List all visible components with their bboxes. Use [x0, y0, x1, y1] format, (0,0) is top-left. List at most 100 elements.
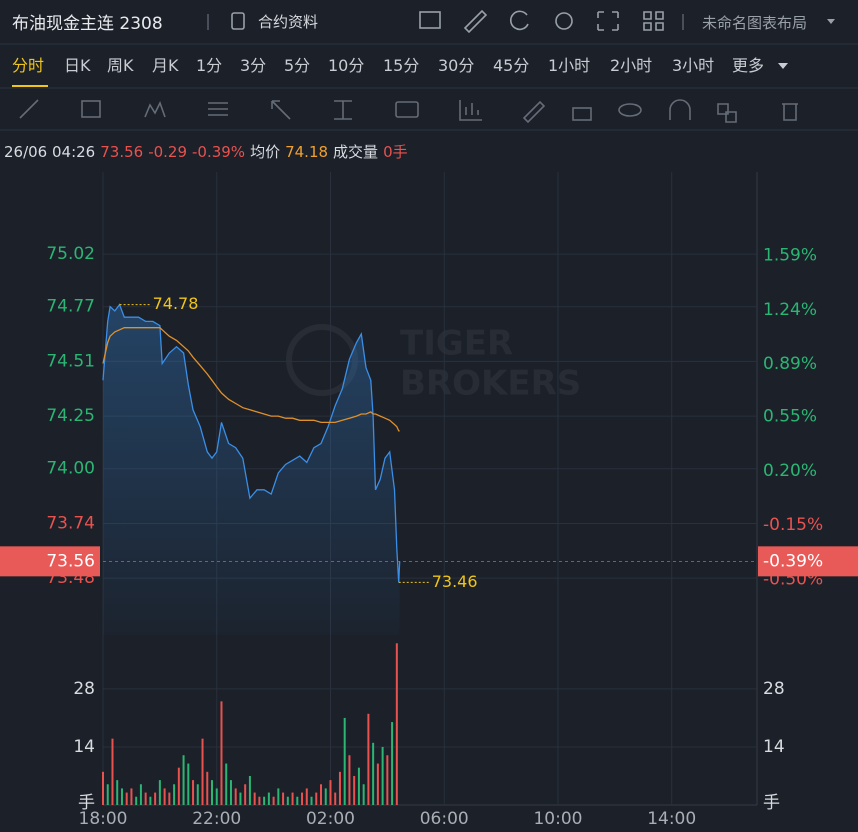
volume-bar [348, 755, 351, 805]
volume-bar [163, 788, 166, 805]
price-area [103, 304, 400, 635]
volume-tick-label: 28 [763, 679, 785, 699]
info-avg-label: 均价 [250, 143, 281, 161]
x-tick-label: 14:00 [647, 809, 696, 829]
layout-icon[interactable] [643, 11, 664, 31]
period-tab[interactable]: 更多 [732, 56, 765, 75]
volume-bar [315, 792, 318, 805]
volume-bar [201, 738, 204, 805]
period-tab[interactable]: 分时 [12, 56, 45, 75]
info-volume: 0手 [383, 143, 408, 161]
period-tab[interactable]: 3小时 [672, 56, 715, 75]
period-tab[interactable]: 2小时 [610, 56, 653, 75]
volume-bar [338, 771, 341, 805]
brush-tool[interactable] [522, 100, 546, 124]
last-pct-box [758, 546, 858, 577]
volume-bar [248, 775, 251, 805]
y2-tick-label: -0.15% [763, 515, 823, 535]
volume-bar [391, 722, 394, 805]
contract-info[interactable]: 合约资料 [258, 13, 319, 31]
volume-bar [395, 643, 398, 805]
fullscreen-icon[interactable] [597, 11, 619, 31]
period-tabs: 分时 日K 周K 月K 1分 3分 5分 10分 15分 30分 45分 1小时 2小时 3小时 更多 [0, 52, 858, 82]
period-tab[interactable]: 15分 [383, 56, 420, 75]
indicator-icon[interactable] [419, 11, 441, 29]
period-tab[interactable]: 1小时 [548, 56, 591, 75]
info-change-pct: -0.39% [192, 143, 246, 161]
period-tab[interactable]: 1分 [196, 56, 223, 75]
layout-caret [827, 19, 835, 24]
volume-bar [239, 792, 242, 805]
volume-bar [144, 792, 147, 805]
volume-tick-label: 14 [763, 737, 785, 757]
volume-bar [386, 755, 389, 805]
settings-icon[interactable] [555, 12, 573, 30]
info-bar: 26/06 04:26 73.56 -0.29 -0.39% 均价 74.18 成交量 0手 [4, 141, 413, 162]
x-tick-label: 02:00 [306, 809, 355, 829]
volume-bar [353, 775, 356, 805]
text-tool[interactable] [395, 101, 419, 118]
doc-icon[interactable] [231, 12, 245, 30]
period-tab[interactable]: 周K [107, 56, 134, 75]
info-change: -0.29 [148, 143, 187, 161]
last-price-label: 73.56 [46, 551, 95, 571]
volume-bar [329, 780, 332, 805]
volume-bar [253, 792, 256, 805]
pattern-tool[interactable] [144, 100, 166, 118]
measure-tool[interactable] [334, 100, 352, 120]
period-tab[interactable]: 10分 [328, 56, 365, 75]
volume-bar [102, 771, 104, 805]
volume-bar [320, 784, 322, 805]
y-tick-label: 73.74 [46, 513, 95, 533]
lock-tool[interactable] [572, 107, 592, 121]
group-tool[interactable] [717, 103, 737, 123]
volume-bar [286, 796, 289, 805]
volume-bar [267, 792, 270, 805]
extreme-label: 74.78 [153, 294, 199, 313]
volume-bar [177, 767, 180, 805]
volume-bar [343, 717, 346, 805]
volume-bar [139, 784, 142, 805]
x-tick-label: 10:00 [533, 809, 582, 829]
volume-bar [310, 796, 313, 805]
volume-bar [173, 784, 176, 805]
draw-icon[interactable] [463, 9, 488, 34]
y2-tick-label: 0.55% [763, 407, 817, 427]
volume-bar [305, 788, 308, 805]
y2-tick-label: 0.20% [763, 461, 817, 481]
layout-name[interactable]: 未命名图表布局 [702, 14, 808, 32]
refresh-icon[interactable] [509, 10, 529, 31]
magnet-tool[interactable] [669, 99, 691, 120]
eye-tool[interactable] [618, 103, 642, 117]
rect-tool[interactable] [81, 100, 101, 118]
volume-bar [120, 788, 123, 805]
volume-bar [372, 742, 375, 805]
chart-tool[interactable] [459, 100, 482, 121]
fib-tool[interactable] [208, 102, 228, 116]
arrow-tool[interactable] [271, 100, 291, 120]
volume-bar [367, 713, 370, 805]
period-tab[interactable]: 45分 [493, 56, 530, 75]
x-tick-label: 06:00 [420, 809, 469, 829]
volume-bar [381, 746, 384, 805]
period-tab[interactable]: 5分 [284, 56, 311, 75]
volume-unit: 手 [78, 793, 95, 813]
period-tab[interactable]: 月K [152, 56, 179, 75]
volume-bar [187, 763, 190, 805]
volume-bar [362, 784, 365, 805]
trend-tool[interactable] [19, 99, 39, 119]
period-tab[interactable]: 日K [64, 56, 91, 75]
period-tab[interactable]: 3分 [240, 56, 267, 75]
volume-bar [291, 792, 294, 805]
volume-bar [282, 792, 285, 805]
volume-bar [225, 763, 228, 805]
average-line [102, 327, 400, 432]
volume-bar [244, 784, 247, 805]
period-tab[interactable]: 30分 [438, 56, 475, 75]
delete-tool[interactable] [782, 103, 798, 121]
volume-bar [258, 796, 261, 805]
info-volume-label: 成交量 [333, 143, 379, 161]
volume-bar [196, 784, 199, 805]
symbol-title: 布油现金主连 2308 [12, 14, 163, 34]
